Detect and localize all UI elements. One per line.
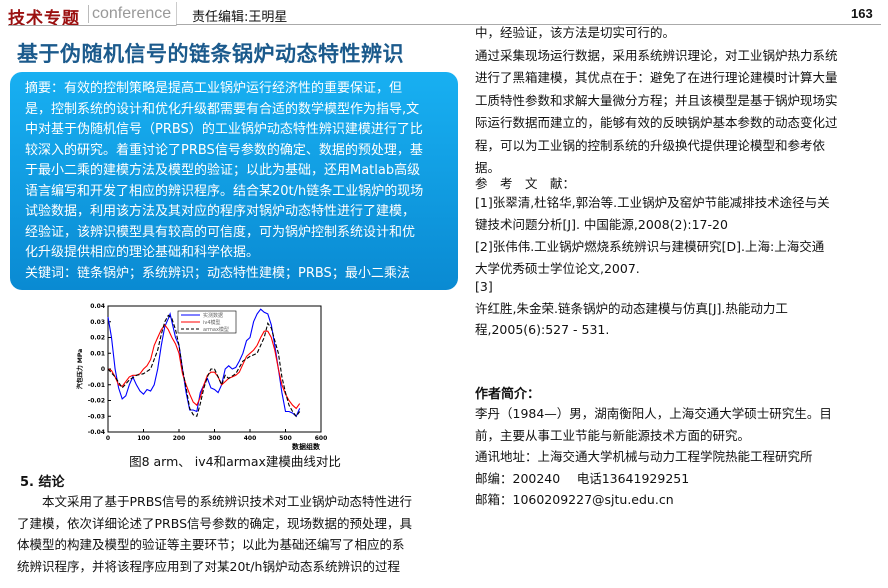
- reference-line: [2]张伟伟.工业锅炉燃烧系统辨识与建模研究[D].上海:上海交通: [475, 239, 825, 254]
- page-number: 163: [851, 6, 873, 21]
- y-tick-label: -0.03: [88, 413, 105, 420]
- series-line-0: [107, 308, 301, 418]
- reference-line: [1]张翠清,杜铭华,郭治等.工业锅炉及窑炉节能减排技术途径与关: [475, 195, 830, 210]
- author-heading: 作者简介：: [475, 387, 541, 402]
- keywords-line: 关键词：链条锅炉；系统辨识；动态特性建模；PRBS；最小二乘法: [25, 265, 410, 281]
- x-tick-label: 600: [315, 435, 328, 442]
- paragraph-line: 本文采用了基于PRBS信号的系统辨识技术对工业锅炉动态特性进行: [17, 494, 413, 509]
- author-info-line: 前，主要从事工业节能与新能源技术方面的研究。: [475, 427, 751, 443]
- legend-box: [177, 310, 237, 334]
- section-logo: 技术专题: [8, 9, 80, 29]
- abstract-line: 于最小二乘的建模方法及模型的验证；以此为基础，还用Matlab高级: [25, 163, 421, 178]
- abstract-line: 摘要：有效的控制策略是提高工业锅炉运行经济性的重要保证，但: [25, 81, 403, 96]
- y-tick-label: -0.01: [88, 382, 105, 389]
- author-info-line: 邮编：200240 电话13641929251: [475, 470, 690, 486]
- logo-divider: [88, 5, 89, 23]
- y-tick-label: -0.02: [88, 398, 105, 405]
- abstract-line: 化升级提供相应的理论基础和科学依据。: [25, 245, 260, 260]
- paragraph-line: 体模型的构建及模型的验证等主要环节；以此为基础还编写了相应的系: [17, 537, 405, 552]
- x-tick-label: 500: [279, 435, 292, 442]
- legend-label: armax模型: [203, 326, 229, 333]
- y-tick-label: 0.03: [90, 319, 105, 326]
- paragraph-line: 通过采集现场运行数据，采用系统辨识理论，对工业锅炉热力系统: [475, 48, 838, 63]
- x-tick-label: 400: [244, 435, 257, 442]
- editor-credit: 责任编辑:王明星: [192, 10, 288, 25]
- reference-line: 键技术问题分析[J]. 中国能源,2008(2):17-20: [475, 217, 728, 232]
- abstract-line: 试验数据，利用该方法及其对应的程序对锅炉动态特性进行了建模，: [25, 204, 416, 219]
- abstract-line: 中对基于伪随机信号（PRBS）的工业锅炉动态特性辨识建模进行了比: [25, 122, 423, 137]
- y-tick-label: 0: [101, 366, 105, 373]
- abstract-line: 语言编写和开发了相应的辨识程序。结合某20t/h链条工业锅炉的现场: [25, 183, 424, 199]
- paragraph-line: 程，可以为工业锅的控制系统的升级换代提供理论模型和参考依: [475, 138, 826, 153]
- paragraph-line: 际运行数据而建立的，能够有效的反映锅炉基本参数的动态变化过: [475, 115, 838, 130]
- figure-chart: 0 100 200 300 400 500 600 -0.04 -0.03 -0.02 -0.01 0…: [76, 303, 328, 450]
- paragraph-line: 了建模，依次详细论述了PRBS信号参数的确定，现场数据的预处理，具: [17, 515, 413, 531]
- figure-caption: 图8 arm、 iv4和armax建模曲线对比: [129, 454, 341, 469]
- reference-line: [3]: [475, 279, 493, 294]
- header-rule: [176, 24, 881, 25]
- abstract-line: 较深入的研究。着重讨论了PRBS信号参数的确定、数据的预处理，基: [25, 142, 423, 158]
- legend-label: 实测数据: [203, 312, 223, 319]
- reference-line: 程,2005(6):527 - 531.: [475, 322, 610, 337]
- paragraph-line: 进行了黑箱建模，其优点在于：避免了在进行理论建模时计算大量: [475, 70, 838, 85]
- paragraph-line: 统辨识程序，并将该程序应用到了对某20t/h锅炉动态系统辨识的过程: [17, 558, 400, 574]
- y-axis-label: 汽包压力 MPa: [76, 349, 84, 389]
- paragraph-line: 工质特性参数和求解大量微分方程；并且该模型是基于锅炉现场实: [475, 93, 838, 108]
- y-tick-label: 0.02: [90, 335, 105, 342]
- y-tick-label: 0.04: [90, 303, 105, 310]
- author-info-line: 邮箱：1060209227@sjtu.edu.cn: [475, 492, 674, 507]
- references-heading: 参 考 文 献：: [475, 176, 576, 191]
- y-tick-label: -0.04: [88, 429, 105, 436]
- y-tick-label: 0.01: [90, 350, 105, 357]
- paragraph-line: 中，经验证，该方法是切实可行的。: [475, 25, 676, 40]
- x-tick-label: 300: [208, 435, 221, 442]
- paragraph-line: 据。: [475, 160, 501, 175]
- x-tick-label: 200: [173, 435, 186, 442]
- x-tick-label: 0: [106, 435, 110, 442]
- series-line-1: [107, 323, 301, 410]
- abstract-line: 经验证，该辨识模型具有较高的可信度，可为锅炉控制系统设计和优: [25, 224, 416, 240]
- header-rule-left: [8, 25, 176, 26]
- legend-label: iv4模型: [203, 319, 221, 326]
- abstract-box: 摘要：有效的控制策略是提高工业锅炉运行经济性的重要保证，但是，控制系统的设计和优…: [10, 72, 458, 290]
- series-line-2: [107, 314, 301, 418]
- x-axis-label: 数据组数: [292, 442, 321, 450]
- section-heading: 5. 结论: [20, 475, 65, 490]
- abstract-line: 是，控制系统的设计和优化升级都需要有合适的数学模型作为指导,文: [25, 101, 420, 117]
- x-tick-label: 100: [137, 435, 150, 442]
- header-divider: [176, 2, 177, 26]
- section-subtitle: conference: [92, 5, 172, 22]
- article-title: 基于伪随机信号的链条锅炉动态特性辨识: [17, 42, 404, 66]
- author-info-line: 通讯地址：上海交通大学机械与动力工程学院热能工程研究所: [475, 449, 813, 464]
- author-info-line: 李丹（1984—）男，湖南衡阳人，上海交通大学硕士研究生。目: [475, 406, 832, 421]
- reference-line: 许红胜,朱金荣.链条锅炉的动态建模与仿真[J].热能动力工: [475, 301, 788, 316]
- reference-line: 大学优秀硕士学位论文,2007.: [475, 261, 640, 276]
